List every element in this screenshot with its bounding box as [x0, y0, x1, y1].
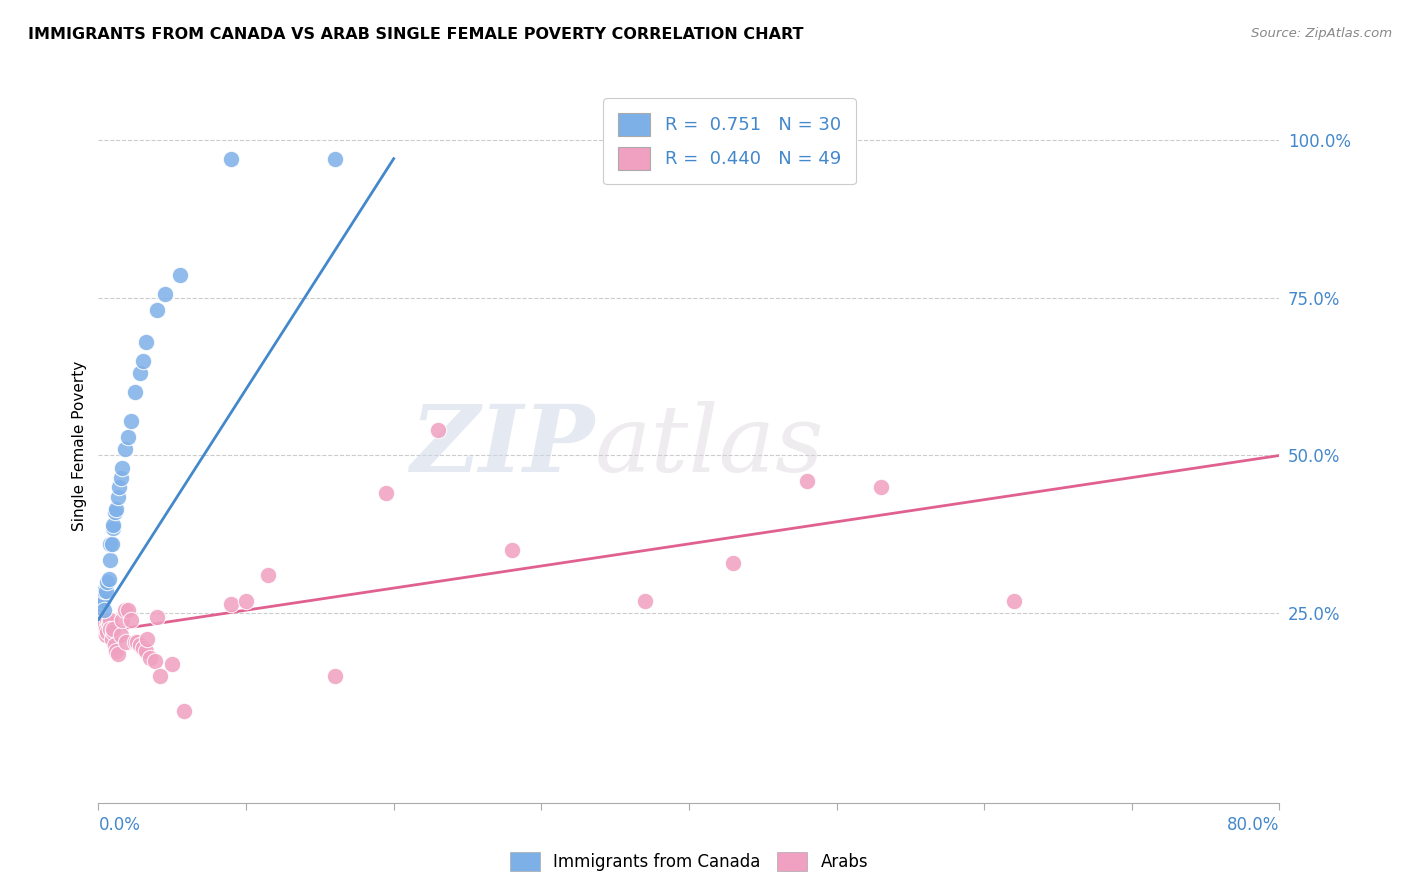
- Point: [143, 654, 166, 668]
- Point: [796, 474, 818, 488]
- Point: [114, 442, 136, 457]
- Point: [98, 622, 121, 636]
- Point: [115, 634, 138, 648]
- Point: [128, 367, 150, 381]
- Point: [124, 634, 146, 648]
- Point: [120, 613, 142, 627]
- Point: [323, 669, 346, 683]
- Point: [139, 650, 162, 665]
- Point: [111, 461, 134, 475]
- Point: [135, 334, 157, 349]
- Point: [91, 593, 114, 607]
- Point: [103, 521, 125, 535]
- Point: [375, 486, 398, 500]
- Point: [91, 613, 114, 627]
- Point: [257, 568, 280, 582]
- Point: [124, 385, 146, 400]
- Point: [110, 628, 132, 642]
- Point: [93, 619, 115, 633]
- Point: [107, 648, 129, 662]
- Point: [98, 613, 121, 627]
- Point: [633, 593, 655, 607]
- Point: [173, 704, 195, 718]
- Point: [93, 625, 115, 640]
- Point: [136, 632, 159, 646]
- Point: [323, 152, 346, 166]
- Point: [105, 502, 128, 516]
- Point: [501, 543, 523, 558]
- Point: [110, 470, 132, 484]
- Point: [103, 625, 125, 640]
- Point: [90, 603, 112, 617]
- Point: [120, 414, 142, 428]
- Point: [104, 505, 127, 519]
- Point: [107, 490, 129, 504]
- Point: [162, 657, 183, 671]
- Point: [98, 537, 121, 551]
- Point: [149, 669, 172, 683]
- Legend: Immigrants from Canada, Arabs: Immigrants from Canada, Arabs: [502, 843, 876, 880]
- Point: [96, 574, 118, 589]
- Point: [135, 644, 157, 658]
- Y-axis label: Single Female Poverty: Single Female Poverty: [72, 361, 87, 531]
- Point: [427, 423, 450, 437]
- Point: [132, 353, 155, 368]
- Point: [94, 628, 117, 642]
- Point: [169, 268, 191, 283]
- Point: [93, 584, 115, 599]
- Point: [117, 603, 139, 617]
- Text: atlas: atlas: [595, 401, 824, 491]
- Point: [97, 615, 120, 630]
- Text: IMMIGRANTS FROM CANADA VS ARAB SINGLE FEMALE POVERTY CORRELATION CHART: IMMIGRANTS FROM CANADA VS ARAB SINGLE FE…: [28, 27, 804, 42]
- Text: Source: ZipAtlas.com: Source: ZipAtlas.com: [1251, 27, 1392, 40]
- Point: [97, 615, 120, 630]
- Point: [117, 429, 139, 443]
- Point: [108, 480, 131, 494]
- Point: [125, 634, 148, 648]
- Point: [723, 556, 745, 570]
- Point: [94, 584, 117, 599]
- Point: [146, 303, 169, 318]
- Text: 80.0%: 80.0%: [1227, 816, 1279, 834]
- Point: [128, 638, 150, 652]
- Text: 0.0%: 0.0%: [98, 816, 141, 834]
- Point: [111, 613, 134, 627]
- Point: [146, 609, 169, 624]
- Point: [100, 537, 122, 551]
- Point: [90, 597, 112, 611]
- Point: [103, 622, 125, 636]
- Point: [98, 552, 121, 566]
- Point: [100, 632, 122, 646]
- Point: [103, 517, 125, 532]
- Point: [96, 625, 118, 640]
- Legend: R =  0.751   N = 30, R =  0.440   N = 49: R = 0.751 N = 30, R = 0.440 N = 49: [603, 98, 856, 185]
- Point: [104, 638, 127, 652]
- Point: [91, 609, 114, 624]
- Point: [114, 603, 136, 617]
- Point: [1002, 593, 1025, 607]
- Point: [869, 480, 891, 494]
- Point: [94, 622, 117, 636]
- Point: [105, 644, 128, 658]
- Point: [97, 572, 120, 586]
- Point: [219, 152, 242, 166]
- Point: [93, 603, 115, 617]
- Point: [235, 593, 257, 607]
- Text: ZIP: ZIP: [411, 401, 595, 491]
- Point: [132, 641, 155, 656]
- Point: [153, 287, 176, 301]
- Point: [219, 597, 242, 611]
- Point: [96, 613, 118, 627]
